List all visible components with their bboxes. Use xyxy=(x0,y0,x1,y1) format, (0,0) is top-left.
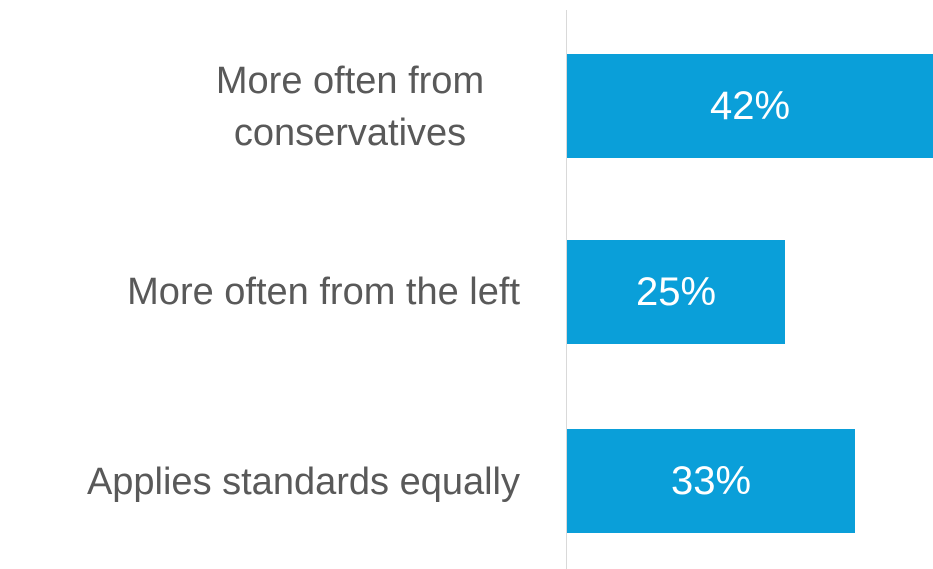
data-label: 25% xyxy=(635,269,717,314)
data-label: 42% xyxy=(709,83,791,128)
category-label-conservatives: More often from conservatives xyxy=(215,60,485,154)
category-label-equally: Applies standards equally xyxy=(86,461,520,503)
category-label-left: More often from the left xyxy=(127,271,520,313)
bar-equally: 33% xyxy=(567,429,855,533)
data-label: 33% xyxy=(670,458,752,503)
bar-left: 25% xyxy=(567,240,785,344)
category-axis-line xyxy=(566,10,567,569)
bar-conservatives: 42% xyxy=(567,54,933,158)
